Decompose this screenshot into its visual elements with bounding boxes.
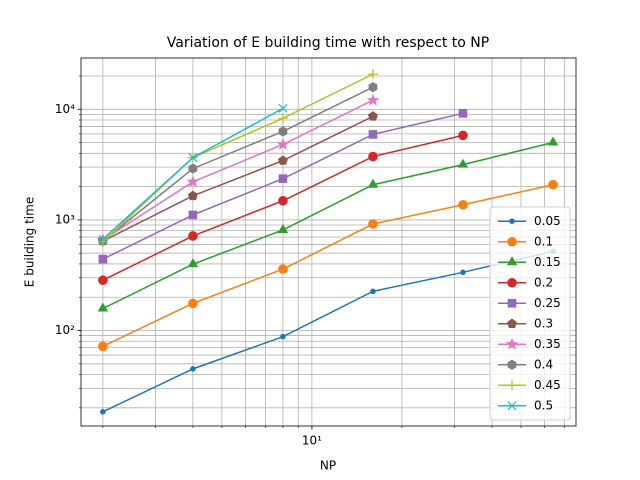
legend-label: 0.2	[534, 275, 553, 289]
marker	[547, 136, 559, 146]
marker	[507, 401, 517, 411]
marker	[100, 409, 106, 415]
legend-label: 0.35	[534, 337, 561, 351]
marker	[278, 195, 288, 206]
marker	[507, 318, 517, 328]
marker	[188, 298, 198, 309]
marker	[188, 163, 198, 174]
legend: 0.05 0.1 0.15 0.2 0.25 0.3 0.35 0.4 0.45 0.5	[489, 206, 571, 421]
legend-label: 0.4	[534, 357, 553, 371]
marker	[98, 275, 108, 286]
marker	[507, 380, 517, 391]
marker	[278, 174, 288, 183]
x-axis-label: NP	[320, 459, 336, 473]
marker	[367, 111, 378, 121]
series-line	[102, 99, 374, 241]
marker	[278, 126, 288, 137]
legend-label: 0.05	[534, 214, 561, 228]
marker	[507, 298, 517, 308]
y-tick-label: 10⁴	[55, 102, 75, 116]
marker	[367, 178, 379, 188]
marker	[98, 234, 108, 244]
marker	[458, 199, 468, 210]
marker	[280, 333, 286, 340]
marker	[277, 155, 288, 165]
marker	[277, 113, 288, 124]
marker	[509, 218, 515, 225]
marker	[188, 231, 198, 241]
marker	[506, 256, 518, 266]
marker	[505, 337, 519, 350]
marker	[457, 158, 469, 168]
legend-label: 0.5	[534, 398, 553, 412]
marker	[368, 130, 378, 139]
legend-label: 0.45	[534, 378, 561, 392]
y-tick-label: 10³	[55, 212, 75, 226]
legend-label: 0.25	[534, 296, 561, 310]
chart-title: Variation of E building time with respec…	[167, 35, 489, 51]
marker	[370, 288, 376, 295]
marker	[277, 223, 289, 233]
marker	[507, 277, 517, 288]
marker	[368, 82, 378, 93]
marker	[458, 109, 468, 118]
x-tick-label: 10¹	[302, 434, 322, 448]
legend-label: 0.1	[534, 234, 553, 248]
marker	[186, 175, 200, 188]
series-line	[102, 250, 554, 413]
marker	[548, 179, 558, 190]
plot-frame	[80, 57, 577, 427]
marker	[458, 130, 468, 141]
marker	[187, 190, 198, 201]
marker	[278, 264, 288, 274]
marker	[507, 359, 517, 370]
series-line	[102, 86, 374, 242]
series-line	[102, 73, 374, 243]
marker	[366, 93, 380, 106]
y-axis-label: E building time	[23, 197, 37, 287]
marker	[368, 151, 378, 162]
marker	[368, 219, 378, 229]
marker	[278, 103, 288, 113]
marker	[190, 366, 196, 372]
marker	[188, 210, 198, 220]
legend-label: 0.3	[534, 316, 553, 330]
series-line	[102, 115, 374, 242]
marker	[97, 302, 109, 312]
marker	[460, 269, 466, 276]
series-line	[102, 184, 554, 347]
legend-label: 0.15	[534, 255, 561, 269]
y-tick-label: 10²	[55, 323, 75, 337]
marker	[98, 254, 108, 264]
marker	[98, 341, 108, 352]
marker	[367, 69, 378, 80]
marker	[507, 236, 517, 247]
marker	[187, 258, 199, 268]
series-line	[102, 141, 554, 310]
marker	[188, 153, 198, 163]
marker	[276, 137, 290, 150]
